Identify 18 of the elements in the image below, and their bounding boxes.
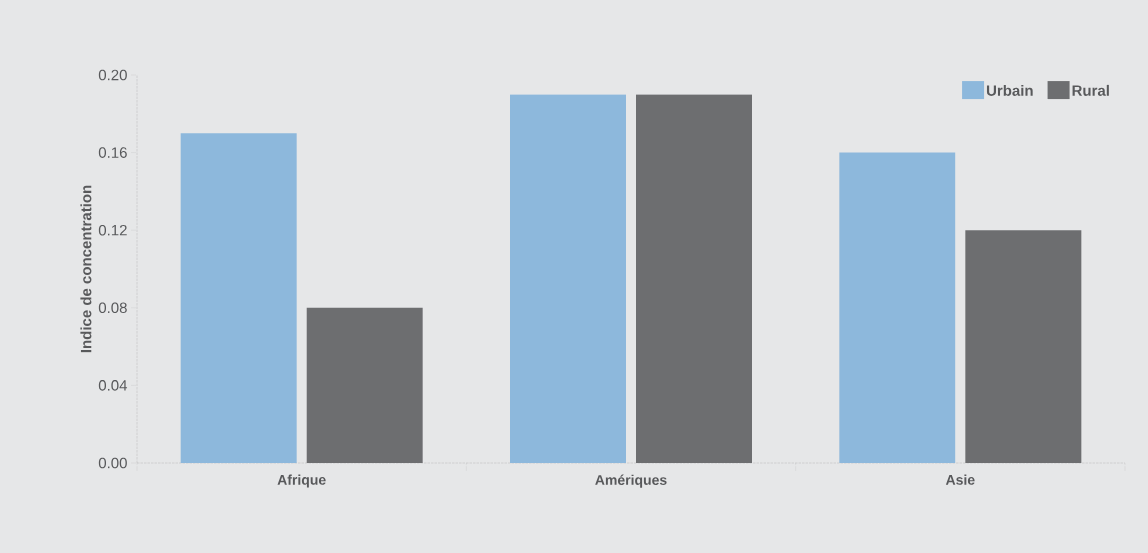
y-tick-label: 0.08 (98, 302, 127, 314)
x-tick-label: Afrique (277, 474, 326, 488)
x-tick-label: Asie (945, 474, 975, 485)
x-tick-label: Amériques (595, 474, 667, 488)
legend-label: Urbain (986, 84, 1033, 96)
y-axis-title: Indice de concentration (80, 185, 92, 353)
y-tick-label: 0.00 (98, 457, 127, 469)
y-tick-label: 0.04 (98, 380, 128, 391)
y-tick-label: 0.12 (98, 224, 127, 236)
bar (510, 94, 627, 463)
bar (180, 133, 297, 463)
y-tick-label: 0.16 (98, 147, 127, 158)
bar (839, 152, 956, 463)
bar (636, 94, 752, 463)
bar (306, 307, 423, 463)
bar (965, 230, 1082, 463)
legend-label: Rural (1072, 84, 1109, 96)
y-tick-label: 0.20 (98, 69, 127, 81)
